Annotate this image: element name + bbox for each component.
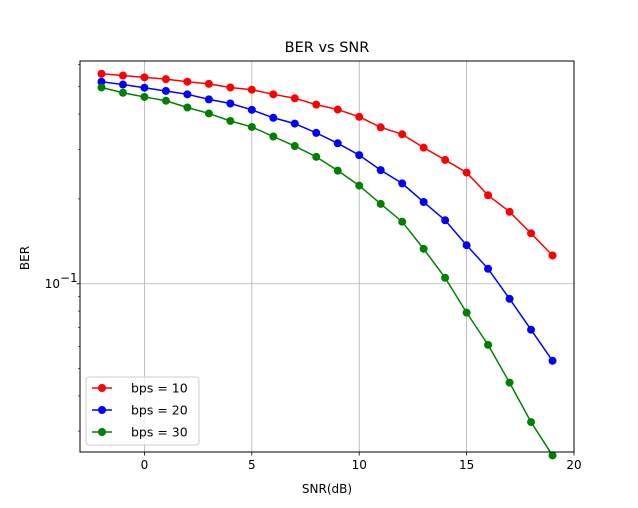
data-point [312, 128, 321, 137]
data-point [118, 80, 127, 89]
legend: bps = 10 bps = 20 bps = 30 [85, 376, 200, 446]
legend-marker [98, 384, 106, 392]
x-tick-label: 5 [248, 458, 256, 472]
data-point [97, 69, 106, 78]
data-point [183, 103, 192, 112]
data-point [312, 152, 321, 161]
data-point [247, 85, 256, 94]
data-point [462, 168, 471, 177]
data-point [527, 325, 536, 334]
data-point [183, 77, 192, 86]
legend-label: bps = 20 [131, 403, 188, 418]
y-axis-label: BER [18, 246, 32, 270]
data-point [376, 166, 385, 175]
legend-label: bps = 30 [131, 425, 188, 440]
data-point [462, 308, 471, 317]
data-point [355, 112, 364, 121]
data-point [548, 451, 557, 460]
legend-marker [98, 428, 106, 436]
chart-title: BER vs SNR [285, 40, 370, 56]
data-point [269, 113, 278, 122]
data-point [161, 75, 170, 84]
data-point [527, 229, 536, 238]
data-point [247, 105, 256, 114]
data-point [204, 79, 213, 88]
data-point [333, 139, 342, 148]
data-point [204, 109, 213, 118]
data-point [419, 143, 428, 152]
data-point [118, 88, 127, 97]
data-point [333, 105, 342, 114]
data-series [97, 69, 557, 460]
data-point [484, 340, 493, 349]
data-point [333, 166, 342, 175]
data-point [505, 207, 514, 216]
data-point [505, 378, 514, 387]
data-point [548, 251, 557, 260]
data-point [312, 100, 321, 109]
y-tick-label-exponent: −1 [60, 271, 78, 285]
y-tick-label: 10 [45, 277, 60, 291]
series-line [101, 86, 554, 456]
data-point [269, 132, 278, 141]
legend-marker [98, 406, 106, 414]
data-point [398, 179, 407, 188]
x-tick-label: 0 [141, 458, 149, 472]
data-point [441, 273, 450, 282]
data-point [183, 90, 192, 99]
series-line [101, 80, 554, 362]
data-point [484, 264, 493, 273]
data-point [484, 191, 493, 200]
data-point [204, 95, 213, 104]
data-point [398, 217, 407, 226]
legend-box [85, 376, 200, 446]
data-point [505, 294, 514, 303]
data-point [247, 122, 256, 131]
x-tick-label: 10 [352, 458, 367, 472]
data-point [226, 99, 235, 108]
legend-entries: bps = 10 bps = 20 bps = 30 [92, 381, 188, 440]
plot-frame [79, 60, 575, 453]
data-point [398, 130, 407, 139]
data-point [97, 77, 106, 86]
data-point [161, 86, 170, 95]
data-point [140, 92, 149, 101]
data-point [462, 241, 471, 250]
x-tick-label: 15 [459, 458, 474, 472]
data-point [140, 83, 149, 92]
data-point [97, 83, 106, 92]
data-point [376, 199, 385, 208]
data-point [376, 123, 385, 132]
x-tick-label: 20 [566, 458, 581, 472]
data-point [118, 71, 127, 80]
data-point [290, 142, 299, 151]
data-point [290, 94, 299, 103]
data-point [548, 356, 557, 365]
data-point [355, 151, 364, 160]
data-point [419, 244, 428, 253]
x-axis-label: SNR(dB) [302, 482, 352, 496]
data-point [161, 96, 170, 105]
data-point [441, 155, 450, 164]
data-point [441, 216, 450, 225]
legend-label: bps = 10 [131, 381, 188, 396]
data-point [269, 90, 278, 99]
data-point [527, 418, 536, 427]
series-line [101, 72, 554, 256]
data-point [419, 198, 428, 207]
data-point [226, 83, 235, 92]
data-point [355, 181, 364, 190]
data-point [226, 116, 235, 125]
data-point [290, 119, 299, 128]
data-point [140, 73, 149, 82]
